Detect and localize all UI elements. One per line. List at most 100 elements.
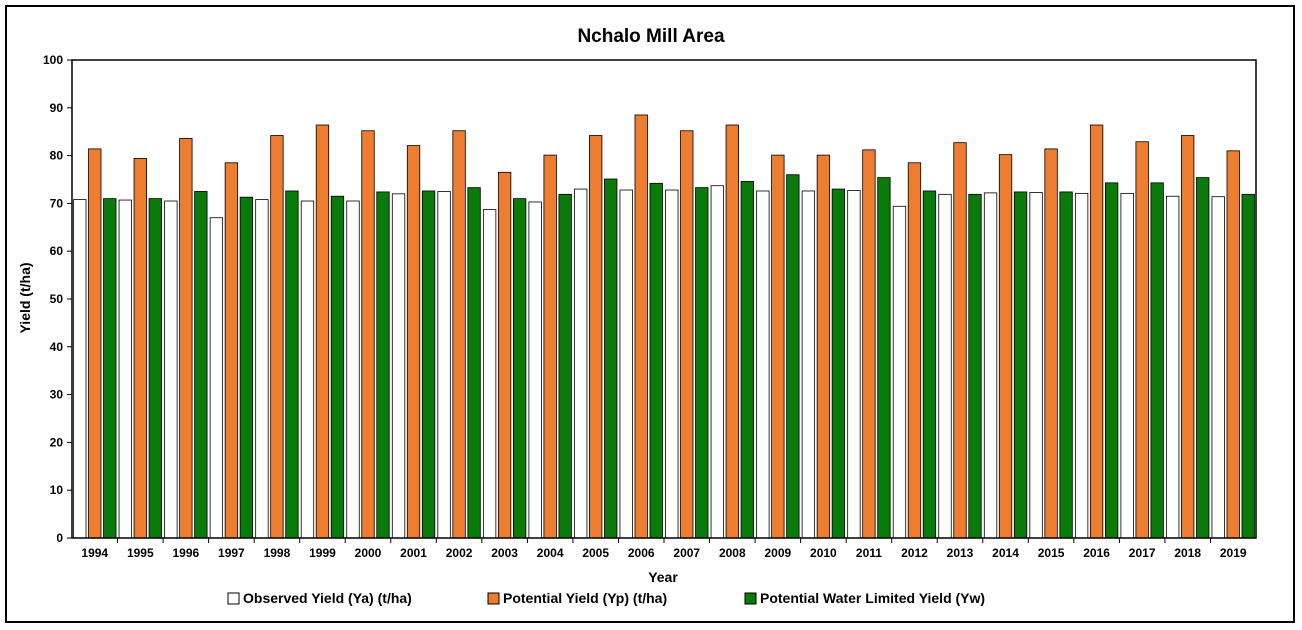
water-limited-yield-bar: [330, 195, 345, 539]
observed-yield-bar: [118, 199, 132, 539]
potential-yield-bar: [998, 154, 1013, 539]
observed-yield-bar: [1120, 192, 1134, 539]
x-tick-label: 2001: [400, 546, 427, 560]
water-limited-yield-bar: [968, 193, 982, 539]
observed-yield-bar: [756, 190, 770, 539]
legend-swatch: [487, 592, 500, 605]
water-limited-yield-bar: [649, 182, 663, 539]
legend-label: Potential Yield (Yp) (t/ha): [503, 590, 667, 606]
x-tick-label: 1998: [264, 546, 291, 560]
water-limited-yield-bar: [604, 178, 618, 539]
legend-swatch: [744, 592, 757, 605]
water-limited-yield-bar: [421, 190, 436, 539]
potential-yield-bar: [315, 124, 330, 539]
potential-yield-bar: [907, 162, 922, 539]
legend-label: Observed Yield (Ya) (t/ha): [243, 590, 412, 606]
y-tick-label: 40: [50, 340, 64, 354]
potential-yield-bar: [771, 154, 785, 539]
potential-yield-bar: [224, 162, 239, 539]
water-limited-yield-bar: [194, 191, 208, 539]
legend-label: Potential Water Limited Yield (Yw): [760, 590, 985, 606]
y-tick-label: 80: [50, 149, 64, 163]
observed-yield-bar: [528, 201, 542, 539]
observed-yield-bar: [164, 200, 178, 539]
observed-yield-bar: [482, 209, 497, 539]
x-tick-label: 2015: [1038, 546, 1065, 560]
x-tick-label: 2009: [764, 546, 791, 560]
water-limited-yield-bar: [740, 181, 754, 539]
bars: [73, 114, 1255, 539]
x-tick-label: 1996: [172, 546, 199, 560]
x-tick-label: 2017: [1129, 546, 1156, 560]
y-tick-label: 100: [43, 53, 63, 67]
observed-yield-bar: [1211, 196, 1225, 539]
potential-yield-bar: [1181, 135, 1195, 539]
potential-yield-bar: [133, 158, 147, 539]
water-limited-yield-bar: [103, 198, 117, 539]
water-limited-yield-bar: [1150, 182, 1164, 539]
water-limited-yield-bar: [1104, 182, 1119, 539]
y-axis-ticks: 0 10 20 30 40 50 60 70 80 90 100: [43, 53, 72, 545]
water-limited-yield-bar: [831, 188, 846, 539]
x-axis-label: Year: [648, 569, 678, 585]
water-limited-yield-bar: [786, 174, 800, 539]
legend: Observed Yield (Ya) (t/ha) Potential Yiel…: [227, 590, 985, 606]
potential-yield-bar: [543, 154, 557, 539]
water-limited-yield-bar: [695, 187, 709, 539]
water-limited-yield-bar: [148, 198, 162, 539]
observed-yield-bar: [346, 200, 360, 539]
observed-yield-bar: [983, 192, 998, 539]
observed-yield-bar: [847, 190, 861, 539]
y-tick-label: 10: [50, 483, 64, 497]
potential-yield-bar: [1044, 148, 1058, 539]
x-tick-label: 2002: [446, 546, 473, 560]
potential-yield-bar: [406, 145, 421, 539]
x-tick-label: 2006: [628, 546, 655, 560]
water-limited-yield-bar: [558, 193, 572, 539]
x-tick-label: 1999: [309, 546, 336, 560]
potential-yield-bar: [361, 130, 375, 539]
x-tick-label: 2013: [947, 546, 974, 560]
water-limited-yield-bar: [512, 198, 527, 539]
x-tick-label: 2010: [810, 546, 837, 560]
y-tick-label: 70: [50, 196, 64, 210]
y-tick-label: 30: [50, 388, 64, 402]
potential-yield-bar: [88, 148, 102, 539]
potential-yield-bar: [452, 130, 466, 539]
water-limited-yield-bar: [1013, 191, 1028, 539]
potential-yield-bar: [816, 154, 831, 539]
x-tick-label: 2018: [1174, 546, 1201, 560]
x-tick-label: 2019: [1220, 546, 1247, 560]
observed-yield-bar: [619, 189, 633, 539]
water-limited-yield-bar: [1059, 191, 1073, 539]
x-tick-label: 2012: [901, 546, 928, 560]
observed-yield-bar: [1166, 195, 1180, 539]
potential-yield-bar: [680, 130, 694, 539]
observed-yield-bar: [73, 199, 87, 539]
observed-yield-bar: [938, 193, 952, 539]
water-limited-yield-bar: [1241, 193, 1255, 539]
observed-yield-bar: [801, 190, 816, 539]
water-limited-yield-bar: [376, 191, 390, 539]
potential-yield-bar: [179, 137, 193, 539]
observed-yield-bar: [1029, 192, 1043, 539]
y-tick-label: 50: [50, 292, 64, 306]
potential-yield-bar: [725, 124, 739, 539]
potential-yield-bar: [953, 142, 967, 539]
potential-yield-bar: [270, 135, 284, 539]
x-tick-label: 1997: [218, 546, 245, 560]
observed-yield-bar: [209, 217, 224, 539]
y-tick-label: 0: [56, 531, 63, 545]
x-tick-label: 2007: [673, 546, 700, 560]
x-tick-label: 2005: [582, 546, 609, 560]
observed-yield-bar: [710, 185, 724, 539]
potential-yield-bar: [1226, 150, 1240, 539]
water-limited-yield-bar: [922, 190, 937, 539]
water-limited-yield-bar: [467, 187, 481, 539]
observed-yield-bar: [892, 205, 907, 539]
x-tick-label: 2014: [992, 546, 1019, 560]
x-tick-label: 2011: [856, 546, 882, 560]
water-limited-yield-bar: [877, 177, 891, 539]
observed-yield-bar: [255, 199, 269, 539]
